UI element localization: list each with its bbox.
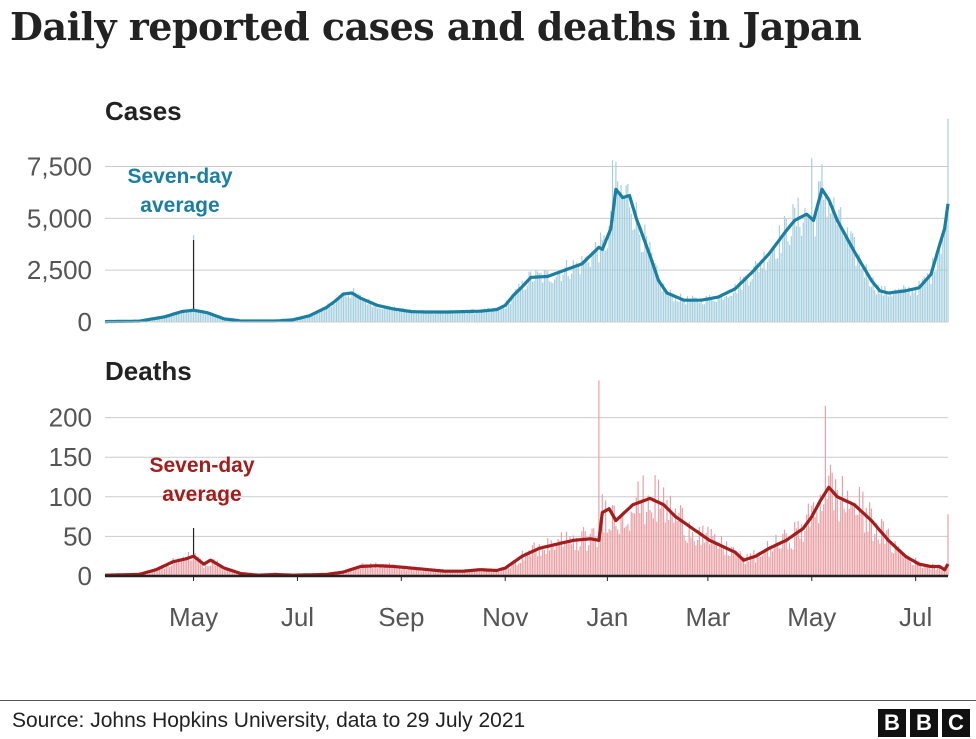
cases-panel-title: Cases: [105, 96, 182, 126]
deaths-y-tick-label: 200: [49, 403, 92, 433]
x-tick-label: May: [787, 602, 836, 632]
deaths-y-tick-label: 0: [78, 561, 92, 591]
deaths-panel-title: Deaths: [105, 356, 192, 386]
cases-y-tick-label: 7,500: [27, 151, 92, 181]
deaths-seven-day-average-line: [105, 485, 950, 577]
bbc-logo-letter: B: [878, 709, 906, 737]
cases-y-tick-label: 5,000: [27, 203, 92, 233]
footer: Source: Johns Hopkins University, data t…: [0, 700, 976, 739]
deaths-panel: Deaths 0 50 100 150 200 Seven-day average May Jul…: [49, 356, 950, 632]
bbc-logo: B B C: [878, 709, 970, 737]
cases-daily-bars: [104, 118, 949, 322]
x-tick-label: Jul: [281, 602, 314, 632]
cases-y-tick-label: 2,500: [27, 255, 92, 285]
cases-annotation-label: Seven-day: [127, 165, 232, 188]
x-tick-label: Sep: [378, 602, 424, 632]
cases-y-tick-label: 0: [78, 307, 92, 337]
x-tick-label: Nov: [482, 602, 528, 632]
bbc-logo-letter: B: [910, 709, 938, 737]
bbc-logo-letter: C: [942, 709, 970, 737]
x-tick-label: May: [169, 602, 218, 632]
x-tick-label: Jan: [586, 602, 628, 632]
deaths-y-tick-label: 150: [49, 442, 92, 472]
cases-panel: Cases 0 2,500 5,000 7,500 Seven-day average: [27, 96, 950, 337]
chart-title: Daily reported cases and deaths in Japan: [10, 4, 862, 49]
source-note: Source: Johns Hopkins University, data t…: [12, 709, 526, 732]
x-tick-label: Jul: [899, 602, 932, 632]
x-tick-label: Mar: [685, 602, 730, 632]
cases-seven-day-average-line: [105, 187, 950, 324]
deaths-y-tick-label: 50: [63, 521, 92, 551]
deaths-y-tick-label: 100: [49, 482, 92, 512]
deaths-annotation-label: Seven-day: [149, 454, 254, 477]
deaths-annotation-label: average: [162, 483, 241, 506]
cases-annotation-label: average: [140, 194, 219, 217]
deaths-daily-bars: [104, 380, 949, 576]
